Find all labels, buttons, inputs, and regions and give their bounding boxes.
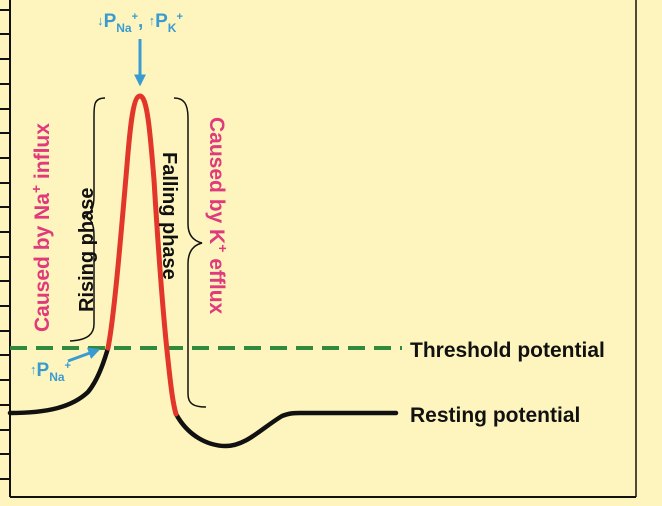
spike-segment: [105, 93, 179, 417]
resting-potential-label: Resting potential: [410, 404, 580, 427]
depolarization-segment: [7, 345, 111, 416]
down-arrow-icon: ↓: [97, 13, 104, 28]
peak-permeability-label: ↓PNa+, ↑PK+: [97, 11, 183, 35]
up-arrow-icon: ↑: [30, 362, 37, 377]
na-influx-label: Caused by Na+ influx: [28, 123, 54, 332]
falling-phase-label: Falling phase: [158, 152, 180, 280]
rising-phase-label: Rising phase: [76, 188, 98, 312]
y-axis-ticks: [0, 9, 10, 480]
threshold-permeability-label: ↑PNa+: [30, 360, 71, 384]
rising-phase-brace: [69, 97, 106, 342]
k-efflux-label: Caused by K+ efflux: [205, 117, 231, 315]
up-arrow-icon: ↑: [149, 13, 156, 28]
hyperpolarization-segment: [173, 410, 399, 449]
threshold-potential-label: Threshold potential: [410, 339, 605, 362]
threshold-arrow: [67, 347, 101, 363]
falling-phase-brace: [173, 97, 207, 408]
